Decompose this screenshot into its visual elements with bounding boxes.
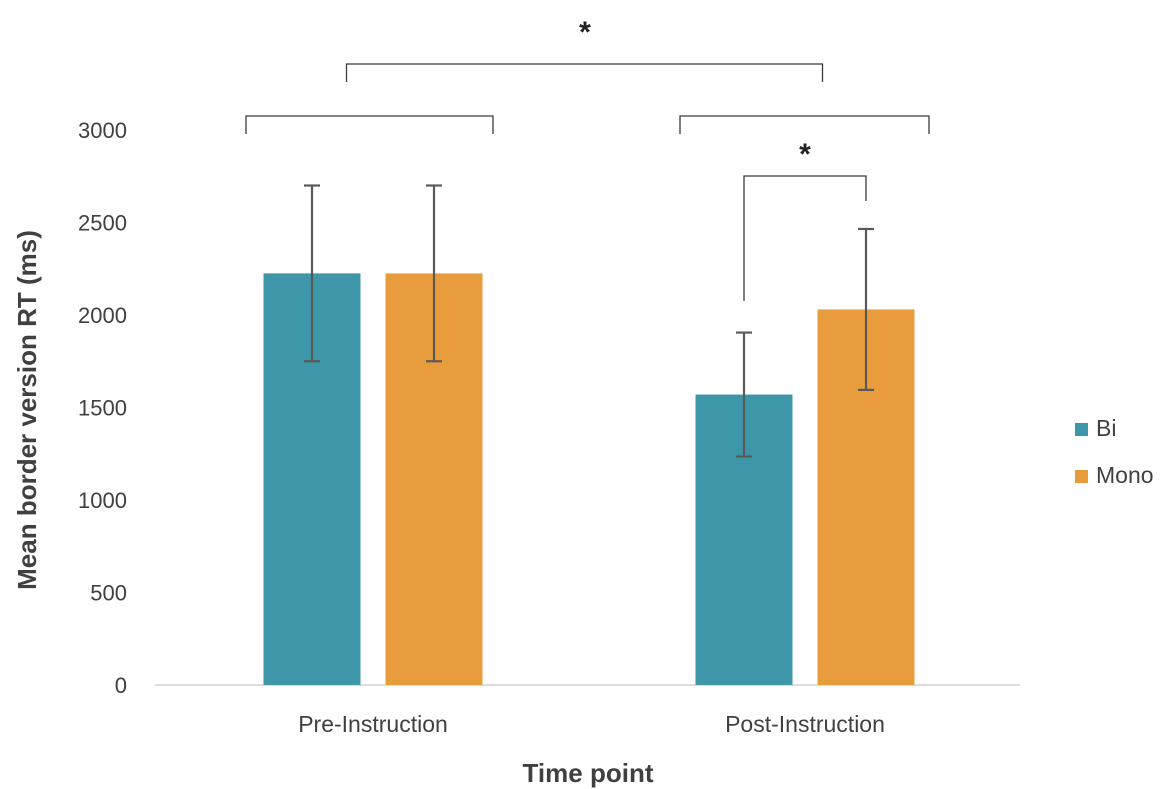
error-bars-group <box>304 184 874 458</box>
category-label: Pre-Instruction <box>298 711 448 737</box>
y-tick-label: 1500 <box>78 396 127 421</box>
y-axis-ticks: 0 500 1000 1500 2000 2500 3000 <box>78 118 127 698</box>
legend-swatch-mono <box>1075 470 1088 483</box>
significance-brackets: ** <box>245 16 930 301</box>
group-bracket-post <box>679 115 930 134</box>
significance-star: * <box>799 138 811 171</box>
bars-group <box>263 273 915 685</box>
category-labels: Pre-Instruction Post-Instruction <box>298 711 885 737</box>
legend-swatch-bi <box>1075 423 1088 436</box>
between-group-bracket <box>345 63 824 82</box>
y-tick-label: 2000 <box>78 303 127 328</box>
x-axis-title: Time point <box>523 758 654 788</box>
within-group-bracket <box>743 175 867 301</box>
significance-star: * <box>579 16 591 49</box>
y-tick-label: 2500 <box>78 211 127 236</box>
category-label: Post-Instruction <box>725 711 885 737</box>
legend-label-mono: Mono <box>1096 462 1154 488</box>
y-axis-title: Mean border version RT (ms) <box>12 230 42 590</box>
y-tick-label: 500 <box>90 581 127 606</box>
y-tick-label: 3000 <box>78 118 127 143</box>
y-tick-label: 1000 <box>78 488 127 513</box>
legend: Bi Mono <box>1075 415 1154 488</box>
legend-label-bi: Bi <box>1096 415 1116 441</box>
group-bracket-pre <box>245 115 494 134</box>
y-tick-label: 0 <box>115 673 127 698</box>
